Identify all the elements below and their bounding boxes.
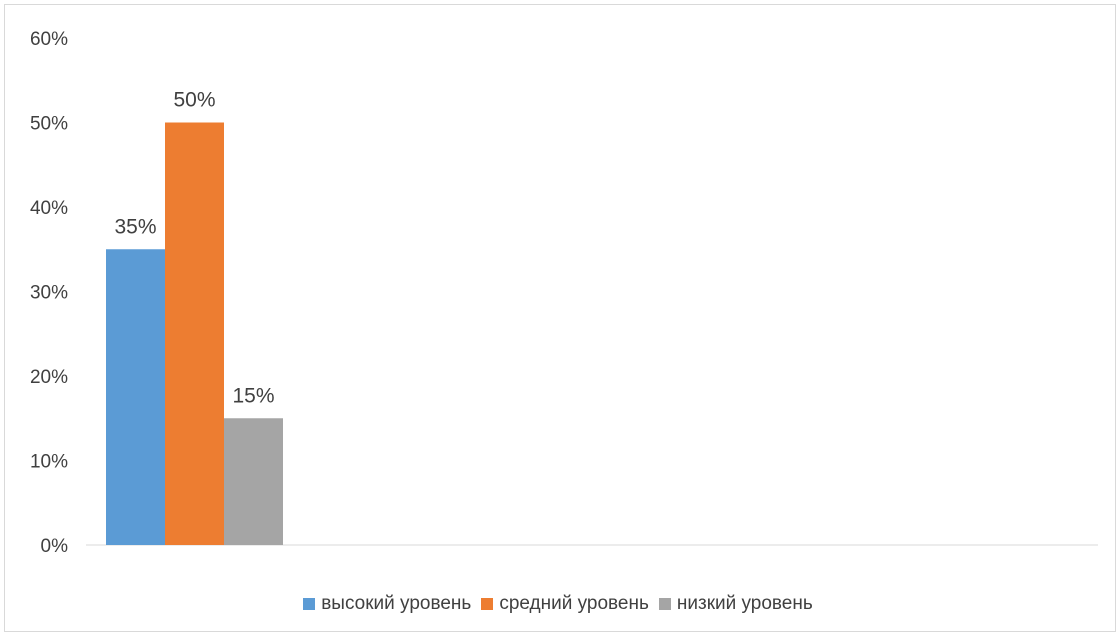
y-tick-label: 40% <box>30 198 68 219</box>
y-tick-label: 10% <box>30 452 68 473</box>
legend-swatch <box>481 598 494 610</box>
bar-2 <box>165 122 224 545</box>
legend-label: низкий уровень <box>676 593 813 614</box>
y-tick-label: 30% <box>30 283 68 304</box>
bar-3 <box>224 418 283 545</box>
legend-label: высокий уровень <box>321 593 472 614</box>
legend-item-2: средний уровень <box>481 593 649 615</box>
bar-1 <box>106 249 165 545</box>
data-label-3: 15% <box>232 384 274 407</box>
y-tick-label: 20% <box>30 367 68 388</box>
bars-group <box>106 122 283 545</box>
legend: высокий уровень средний уровень низкий уро… <box>0 593 1120 615</box>
legend-item-1: высокий уровень <box>303 593 471 615</box>
legend-label: средний уровень <box>499 593 649 614</box>
legend-swatch <box>303 598 316 610</box>
y-tick-label: 60% <box>30 29 68 50</box>
legend-item-3: низкий уровень <box>658 593 813 615</box>
data-labels-group: 35% 50% 15% <box>114 89 274 408</box>
y-axis-labels: 0% 10% 20% 30% 40% 50% 60% <box>30 29 68 557</box>
y-tick-label: 50% <box>30 114 68 135</box>
data-label-2: 50% <box>173 89 215 112</box>
legend-swatch <box>658 598 671 610</box>
y-tick-label: 0% <box>41 536 69 557</box>
data-label-1: 35% <box>114 215 156 238</box>
